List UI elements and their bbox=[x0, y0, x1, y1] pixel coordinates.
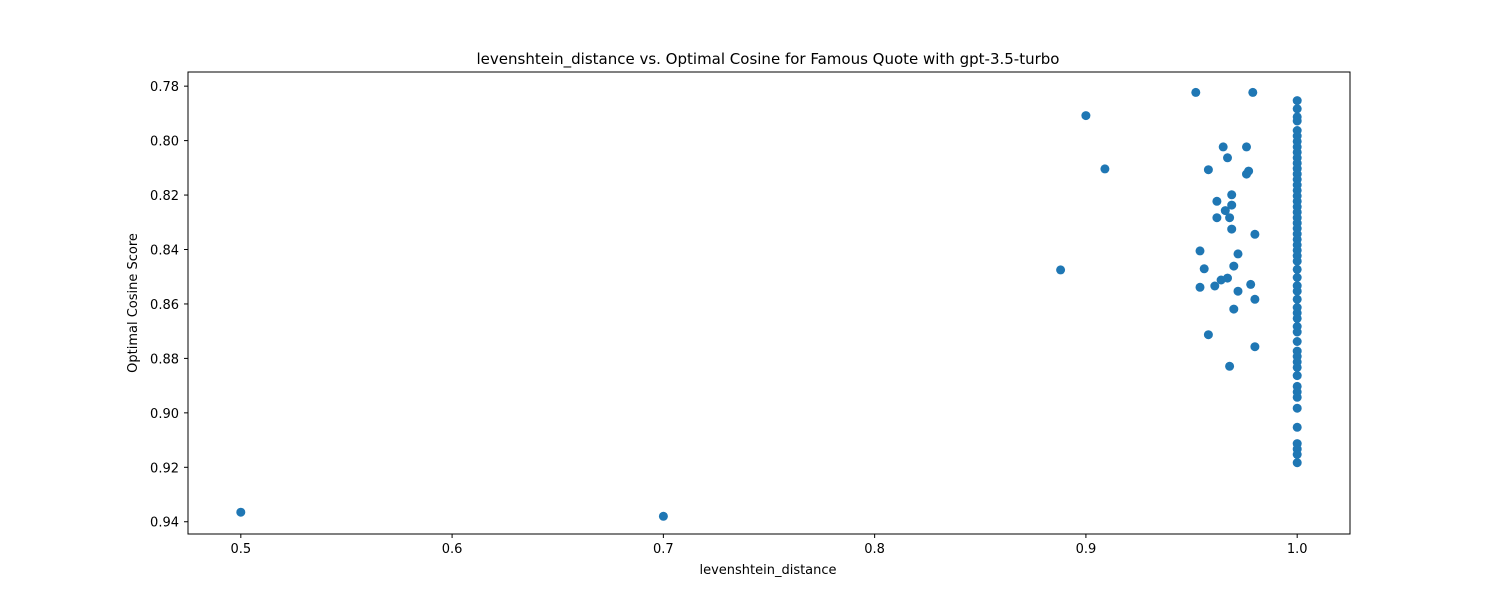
scatter-point bbox=[1233, 286, 1243, 296]
scatter-point bbox=[1195, 282, 1205, 292]
chart-title: levenshtein_distance vs. Optimal Cosine … bbox=[477, 50, 1060, 69]
scatter-point bbox=[1292, 327, 1302, 337]
scatter-point bbox=[1244, 166, 1254, 176]
scatter-point bbox=[1203, 165, 1213, 175]
scatter-point bbox=[1292, 294, 1302, 304]
scatter-point bbox=[1233, 249, 1243, 259]
scatter-point bbox=[1292, 337, 1302, 346]
x-tick-label: 0.6 bbox=[442, 542, 463, 557]
scatter-point bbox=[658, 511, 668, 521]
scatter-point bbox=[236, 507, 246, 517]
scatter-point bbox=[1223, 273, 1232, 283]
x-axis-label: levenshtein_distance bbox=[699, 563, 836, 578]
x-tick-label: 0.9 bbox=[1076, 542, 1097, 557]
scatter-point bbox=[1227, 190, 1237, 200]
y-axis-ticks: 0.78 0.80 0.82 0.84 0.86 0.88 0.90 0.92 0.94 bbox=[150, 80, 188, 531]
y-tick-label: 0.86 bbox=[150, 298, 179, 313]
y-tick-label: 0.84 bbox=[150, 244, 179, 259]
scatter-point bbox=[1292, 450, 1302, 459]
scatter-point bbox=[1292, 313, 1302, 323]
scatter-point bbox=[1248, 87, 1258, 97]
scatter-point bbox=[1292, 96, 1302, 106]
scatter-point bbox=[1081, 111, 1091, 121]
scatter-point bbox=[1220, 206, 1230, 216]
x-tick-label: 0.5 bbox=[230, 542, 251, 557]
y-tick-label: 0.90 bbox=[150, 407, 179, 422]
y-tick-label: 0.88 bbox=[150, 352, 179, 367]
scatter-point bbox=[1250, 294, 1260, 304]
scatter-point bbox=[1203, 330, 1213, 340]
scatter-point bbox=[1223, 153, 1232, 163]
scatter-point bbox=[1292, 256, 1302, 266]
scatter-point bbox=[1292, 392, 1302, 402]
scatter-point bbox=[1212, 196, 1222, 206]
scatter-point bbox=[1227, 200, 1237, 210]
scatter-point bbox=[1292, 273, 1302, 282]
x-tick-label: 0.8 bbox=[864, 542, 885, 557]
scatter-point bbox=[1212, 213, 1222, 223]
scatter-point bbox=[1218, 142, 1228, 152]
scatter-point bbox=[1242, 142, 1251, 152]
scatter-point bbox=[1292, 403, 1302, 413]
y-tick-label: 0.78 bbox=[150, 80, 179, 95]
scatter-point bbox=[1292, 422, 1302, 432]
scatter-point bbox=[1199, 264, 1209, 274]
y-tick-label: 0.82 bbox=[150, 189, 179, 204]
scatter-point bbox=[1292, 104, 1302, 114]
plot-area-frame bbox=[187, 71, 1351, 535]
scatter-point bbox=[1225, 361, 1235, 371]
scatter-point bbox=[1056, 265, 1066, 275]
y-tick-label: 0.94 bbox=[150, 516, 179, 531]
scatter-point bbox=[1292, 286, 1302, 296]
scatter-point bbox=[1100, 164, 1110, 174]
scatter-point bbox=[1292, 371, 1302, 381]
scatter-point bbox=[1229, 261, 1239, 271]
scatter-point bbox=[1210, 281, 1220, 291]
x-tick-label: 1.0 bbox=[1287, 542, 1308, 557]
y-axis-label: Optimal Cosine Score bbox=[126, 233, 141, 373]
x-axis-ticks: 0.5 0.6 0.7 0.8 0.9 1.0 bbox=[230, 534, 1308, 557]
scatter-point bbox=[1292, 362, 1302, 372]
scatter-point bbox=[1229, 304, 1239, 314]
scatter-point bbox=[1292, 458, 1302, 468]
scatter-point bbox=[1246, 279, 1256, 289]
x-tick-label: 0.7 bbox=[653, 542, 674, 557]
scatter-point bbox=[1250, 229, 1260, 239]
data-points bbox=[236, 87, 1302, 521]
scatter-point bbox=[1191, 87, 1201, 97]
scatter-point bbox=[1225, 213, 1235, 223]
scatter-point bbox=[1292, 116, 1302, 126]
scatter-point bbox=[1227, 224, 1237, 234]
y-tick-label: 0.92 bbox=[150, 461, 179, 476]
y-tick-label: 0.80 bbox=[150, 135, 179, 150]
scatter-point bbox=[1292, 264, 1302, 274]
scatter-point bbox=[1195, 246, 1205, 256]
scatter-point bbox=[1250, 342, 1260, 352]
